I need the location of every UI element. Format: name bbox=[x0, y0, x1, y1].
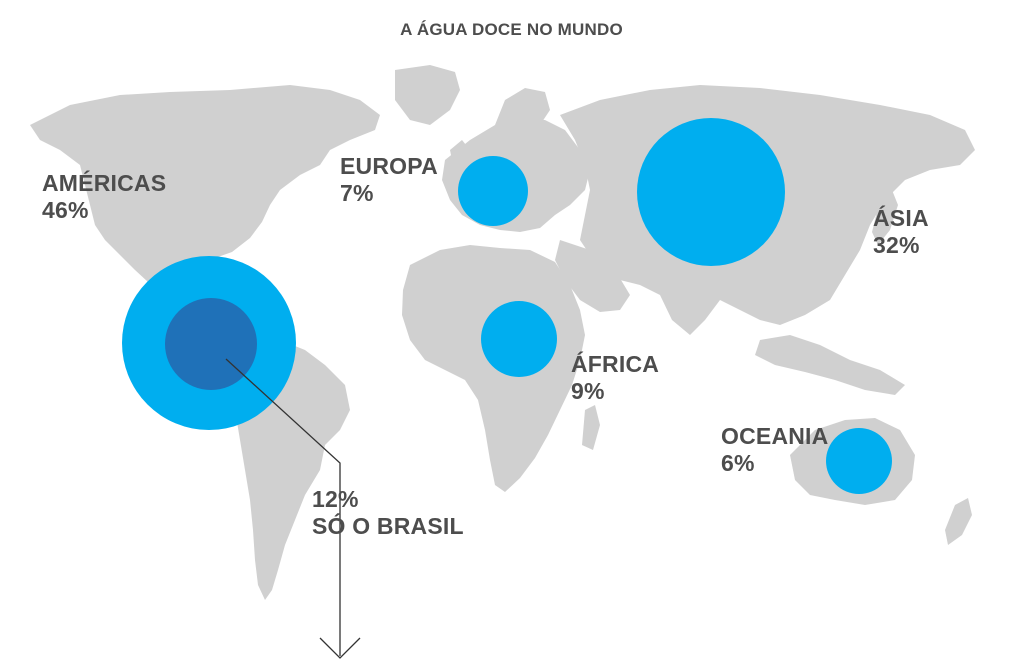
europa-value: 7% bbox=[340, 180, 374, 206]
japan-landmass bbox=[872, 190, 898, 245]
southeast-asia-islands bbox=[755, 335, 905, 395]
africa-name: ÁFRICA bbox=[571, 351, 660, 377]
arrow-down-icon bbox=[319, 637, 361, 659]
africa-value: 9% bbox=[571, 378, 605, 404]
north-america-landmass bbox=[30, 85, 380, 290]
bubble-áfrica bbox=[481, 301, 557, 377]
brazil-value: 12% bbox=[312, 486, 359, 512]
brazil-leader-line bbox=[225, 358, 361, 659]
scandinavia-landmass bbox=[495, 88, 550, 128]
americas-value: 46% bbox=[42, 197, 89, 223]
asia-name: ÁSIA bbox=[873, 205, 929, 231]
brazil-caption: SÓ O BRASIL bbox=[312, 513, 464, 539]
bubble-europa bbox=[458, 156, 528, 226]
asia-value: 32% bbox=[873, 232, 920, 258]
africa-landmass bbox=[402, 245, 585, 492]
bubble-brazil bbox=[165, 298, 257, 390]
americas-name: AMÉRICAS bbox=[42, 170, 167, 196]
leader-line bbox=[225, 358, 341, 656]
label-americas: AMÉRICAS 46% bbox=[42, 170, 166, 224]
oceania-name: OCEANIA bbox=[721, 423, 829, 449]
new-zealand-landmass bbox=[945, 498, 972, 545]
label-europa: EUROPA 7% bbox=[340, 153, 438, 207]
greenland-landmass bbox=[395, 65, 460, 125]
oceania-value: 6% bbox=[721, 450, 755, 476]
label-brazil: 12% SÓ O BRASIL bbox=[312, 486, 464, 540]
uk-landmass bbox=[450, 140, 470, 175]
label-asia: ÁSIA 32% bbox=[873, 205, 929, 259]
bubble-oceania bbox=[826, 428, 892, 494]
label-africa: ÁFRICA 9% bbox=[571, 351, 659, 405]
bubble-ásia bbox=[637, 118, 785, 266]
arabia-landmass bbox=[555, 240, 630, 312]
label-oceania: OCEANIA 6% bbox=[721, 423, 828, 477]
page-title: A ÁGUA DOCE NO MUNDO bbox=[400, 20, 623, 39]
madagascar-landmass bbox=[582, 405, 600, 450]
europa-name: EUROPA bbox=[340, 153, 438, 179]
